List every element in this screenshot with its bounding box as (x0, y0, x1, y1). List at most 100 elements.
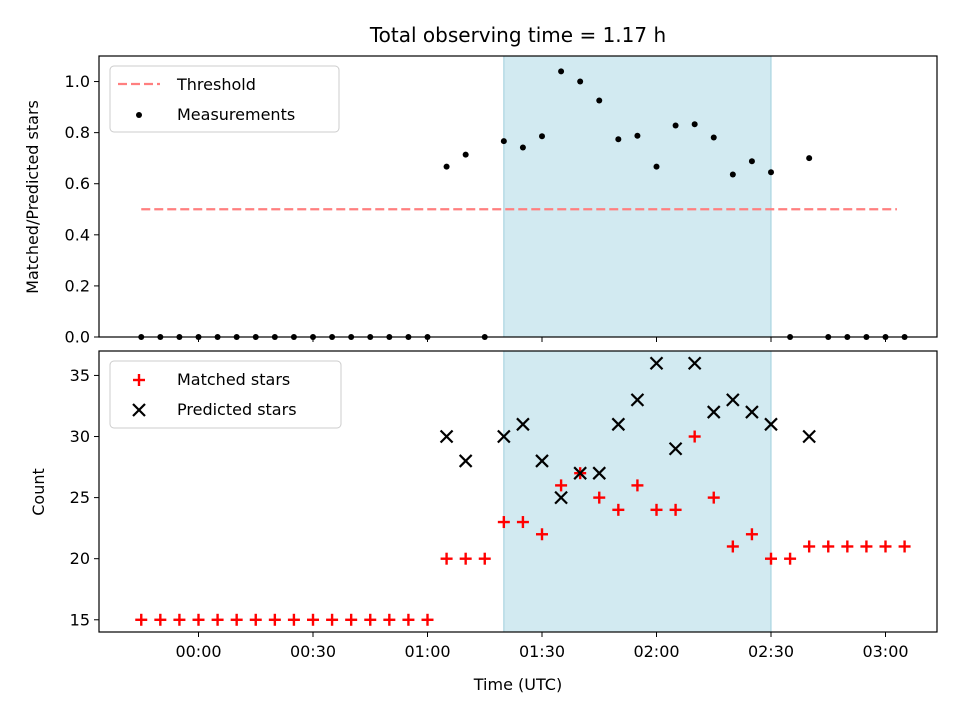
predicted-point-b (649, 356, 664, 370)
predicted-point-b (516, 417, 530, 432)
legend-predicted-swatch (132, 403, 146, 417)
legend-box (109, 360, 342, 429)
predicted-point (611, 417, 626, 432)
x-tick-label: 02:30 (748, 642, 794, 661)
bottom-ylabel: Count (29, 468, 48, 516)
matched-point (173, 613, 186, 626)
measurement-point (672, 122, 679, 129)
measurement-point (443, 163, 450, 170)
predicted-point-b (611, 417, 626, 432)
predicted-point-b (535, 454, 549, 468)
matched-point (383, 613, 396, 626)
measurement-point (691, 121, 698, 128)
y-tick-label: 1.0 (65, 72, 90, 91)
x-tick-label: 02:00 (633, 642, 679, 661)
matched-point (364, 613, 377, 626)
legend-threshold-label: Threshold (176, 75, 256, 94)
matched-point (459, 552, 472, 565)
legend-box (109, 65, 340, 133)
matched-point (726, 540, 739, 553)
matched-point (402, 613, 415, 626)
matched-point (154, 613, 167, 626)
legend-predicted-swatch-b (132, 403, 146, 417)
y-tick-label: 0.0 (65, 328, 90, 347)
matched-point (478, 552, 491, 565)
measurement-point (596, 97, 603, 104)
matched-point (421, 613, 434, 626)
top-legend: Threshold Measurements (109, 65, 340, 133)
matched-point (707, 491, 720, 504)
shaded-span (503, 55, 772, 338)
x-tick-label: 01:00 (404, 642, 450, 661)
top-frame (98, 55, 938, 338)
matched-point (593, 491, 606, 504)
measurement-point (558, 68, 565, 75)
predicted-point (497, 429, 511, 444)
matched-point (784, 552, 797, 565)
matched-point (898, 540, 911, 553)
matched-point (745, 528, 758, 541)
legend-measurements-label: Measurements (177, 105, 295, 124)
measurement-point (634, 132, 641, 139)
predicted-point-b (668, 441, 683, 456)
matched-point (516, 516, 529, 529)
matched-point (688, 430, 701, 443)
y-tick-label: 15 (70, 610, 90, 629)
predicted-point-b (745, 405, 759, 419)
chart-title: Total observing time = 1.17 h (369, 23, 666, 47)
matched-point (287, 613, 300, 626)
bottom-panel: 15 20 25 30 35 00:00 00:30 01:00 01:30 02:00 02:30… (70, 350, 938, 661)
matched-point (345, 613, 358, 626)
matched-point (841, 540, 854, 553)
measurement-point (653, 163, 660, 170)
measurement-point (748, 158, 755, 165)
predicted-point-b (726, 393, 740, 407)
predicted-point-b (706, 405, 721, 419)
y-tick-label: 0.8 (65, 123, 90, 142)
measurement-point (539, 133, 546, 140)
predicted-point-b (573, 466, 587, 480)
matched-point (326, 613, 339, 626)
y-tick-label: 35 (70, 366, 90, 385)
matched-point (612, 503, 625, 516)
predicted-point (592, 466, 607, 480)
shaded-span (503, 350, 772, 633)
measurement-point (806, 155, 813, 162)
matched-point (307, 613, 320, 626)
bottom-frame (98, 350, 938, 633)
predicted-point (573, 466, 587, 480)
predicted-point (802, 429, 816, 444)
matched-point (536, 528, 549, 541)
predicted-point (630, 393, 645, 407)
matched-point (822, 540, 835, 553)
matched-point (249, 613, 262, 626)
predicted-point (458, 454, 473, 468)
predicted-point (687, 356, 702, 370)
predicted-point (516, 417, 530, 432)
measurement-point (768, 169, 775, 176)
predicted-point-b (458, 454, 473, 468)
predicted-point (439, 429, 454, 444)
matched-point (555, 479, 568, 492)
matched-point (268, 613, 281, 626)
matched-point (765, 552, 778, 565)
matched-point (650, 503, 663, 516)
x-axis-label: Time (UTC) (473, 675, 562, 694)
predicted-point-b (630, 393, 645, 407)
predicted-point-b (802, 429, 816, 444)
matched-point (860, 540, 873, 553)
y-tick-label: 30 (70, 427, 90, 446)
x-tick-label: 01:30 (519, 642, 565, 661)
legend-matched-label: Matched stars (177, 370, 290, 389)
measurement-point (500, 138, 507, 145)
predicted-point (554, 490, 568, 505)
matched-point (192, 613, 205, 626)
measurement-point (462, 151, 469, 158)
predicted-point-b (764, 417, 778, 432)
measurement-point (710, 134, 717, 141)
y-tick-label: 20 (70, 549, 90, 568)
matched-point (879, 540, 892, 553)
predicted-point (649, 356, 664, 370)
matched-point (135, 613, 148, 626)
